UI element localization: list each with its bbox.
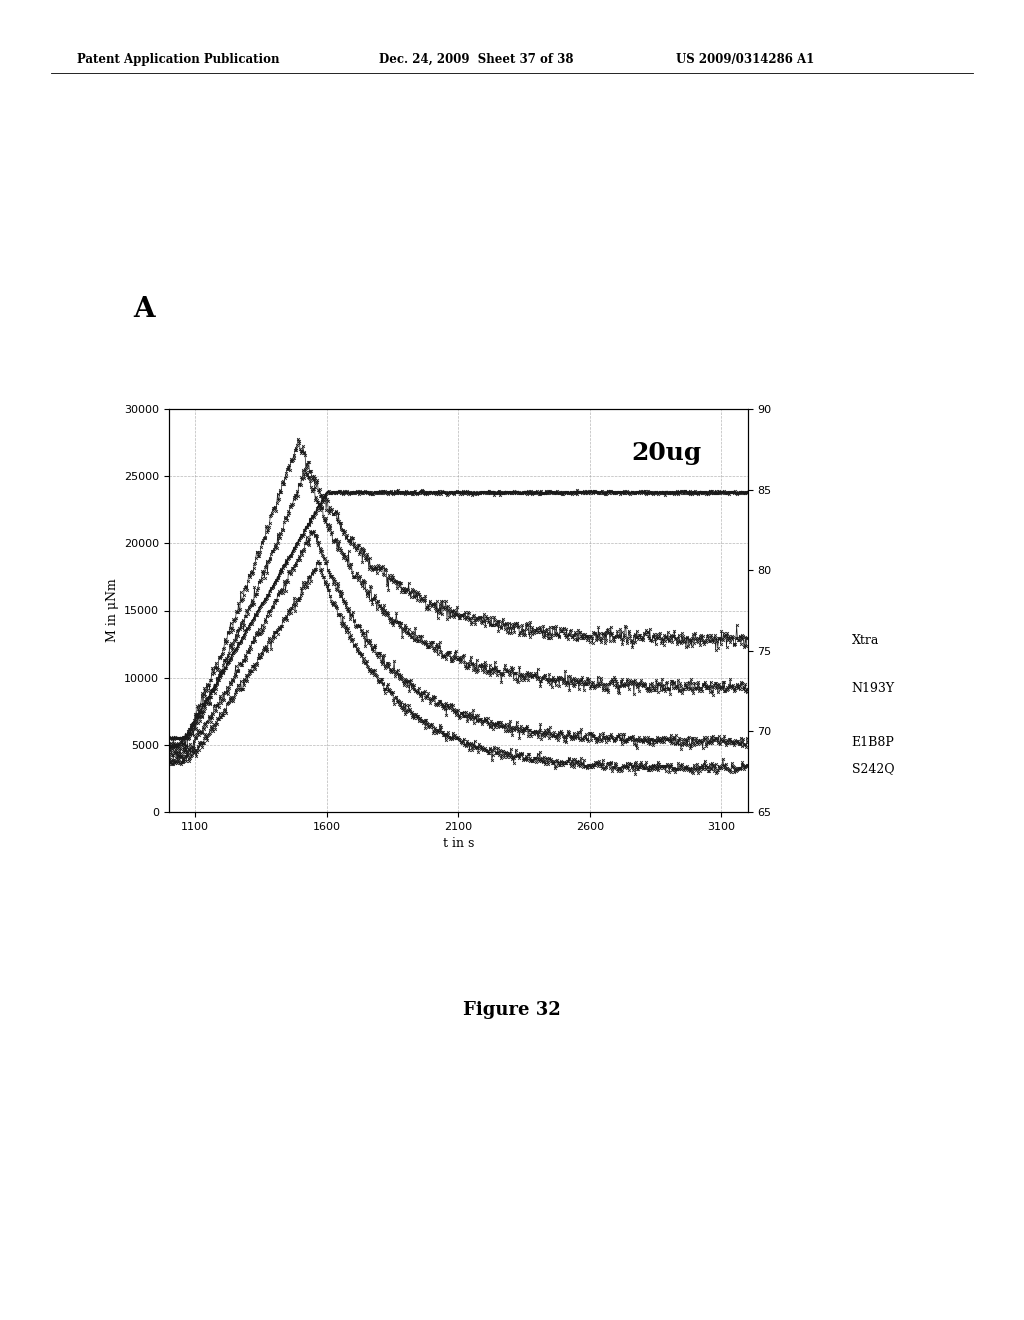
Text: E1B8P: E1B8P xyxy=(852,735,895,748)
Text: US 2009/0314286 A1: US 2009/0314286 A1 xyxy=(676,53,814,66)
Y-axis label: M in μNm: M in μNm xyxy=(105,578,119,643)
Text: N193Y: N193Y xyxy=(852,682,895,694)
Text: Dec. 24, 2009  Sheet 37 of 38: Dec. 24, 2009 Sheet 37 of 38 xyxy=(379,53,573,66)
Text: Patent Application Publication: Patent Application Publication xyxy=(77,53,280,66)
Text: 20ug: 20ug xyxy=(632,441,702,466)
Text: Figure 32: Figure 32 xyxy=(463,1001,561,1019)
X-axis label: t in s: t in s xyxy=(442,837,474,850)
Text: Xtra: Xtra xyxy=(852,634,879,647)
Text: S242Q: S242Q xyxy=(852,763,894,775)
Text: A: A xyxy=(133,296,155,323)
